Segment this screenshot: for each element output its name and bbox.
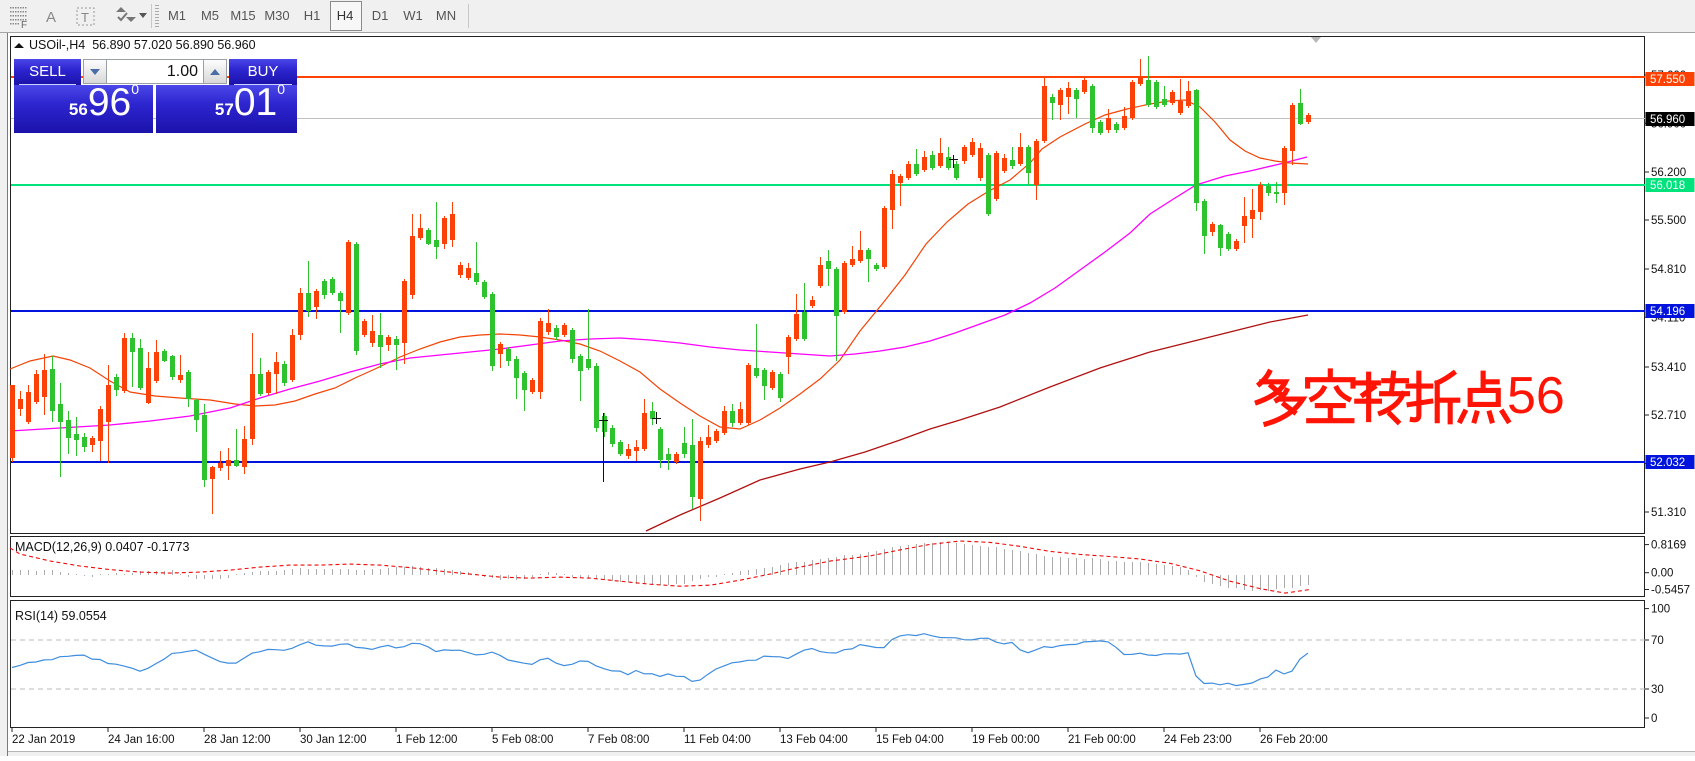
svg-text:MACD(12,26,9) 0.0407 -0.1773: MACD(12,26,9) 0.0407 -0.1773: [15, 540, 189, 554]
svg-text:57.550: 57.550: [1650, 74, 1685, 86]
svg-text:24 Feb 23:00: 24 Feb 23:00: [1164, 734, 1232, 746]
svg-text:30: 30: [1651, 684, 1664, 696]
svg-text:5 Feb 08:00: 5 Feb 08:00: [492, 734, 553, 746]
svg-text:0: 0: [1651, 713, 1657, 725]
svg-text:13 Feb 04:00: 13 Feb 04:00: [780, 734, 848, 746]
svg-text:54.196: 54.196: [1650, 306, 1685, 318]
svg-text:52.710: 52.710: [1651, 410, 1686, 422]
svg-text:54.810: 54.810: [1651, 264, 1686, 276]
svg-text:100: 100: [1651, 604, 1670, 616]
svg-text:26 Feb 20:00: 26 Feb 20:00: [1260, 734, 1328, 746]
svg-text:24 Jan 16:00: 24 Jan 16:00: [108, 734, 175, 746]
svg-text:52.032: 52.032: [1650, 457, 1685, 469]
svg-text:22 Jan 2019: 22 Jan 2019: [12, 734, 75, 746]
svg-text:USOil-,H4 56.890 57.020 56.89: USOil-,H4 56.890 57.020 56.890 56.960: [29, 38, 256, 52]
svg-text:0.00: 0.00: [1651, 568, 1673, 580]
svg-text:55.500: 55.500: [1651, 215, 1686, 227]
svg-text:30 Jan 12:00: 30 Jan 12:00: [300, 734, 367, 746]
svg-text:11 Feb 04:00: 11 Feb 04:00: [684, 734, 751, 746]
svg-text:15 Feb 04:00: 15 Feb 04:00: [876, 734, 944, 746]
svg-text:T: T: [81, 10, 89, 25]
svg-text:70: 70: [1651, 635, 1664, 647]
svg-text:RSI(14) 59.0554: RSI(14) 59.0554: [15, 609, 107, 623]
svg-text:51.310: 51.310: [1651, 507, 1686, 519]
svg-text:7 Feb 08:00: 7 Feb 08:00: [588, 734, 649, 746]
svg-text:56: 56: [1507, 367, 1565, 425]
svg-text:19 Feb 00:00: 19 Feb 00:00: [972, 734, 1040, 746]
svg-text:56.018: 56.018: [1650, 180, 1685, 192]
svg-text:56.960: 56.960: [1650, 114, 1685, 126]
svg-text:0.8169: 0.8169: [1651, 540, 1686, 552]
svg-text:A: A: [46, 9, 56, 26]
svg-text:-0.5457: -0.5457: [1651, 585, 1690, 597]
svg-text:53.410: 53.410: [1651, 362, 1686, 374]
svg-text:28 Jan 12:00: 28 Jan 12:00: [204, 734, 271, 746]
svg-text:F: F: [21, 20, 27, 31]
svg-text:21 Feb 00:00: 21 Feb 00:00: [1068, 734, 1136, 746]
svg-text:56.200: 56.200: [1651, 167, 1686, 179]
svg-text:1 Feb 12:00: 1 Feb 12:00: [396, 734, 457, 746]
